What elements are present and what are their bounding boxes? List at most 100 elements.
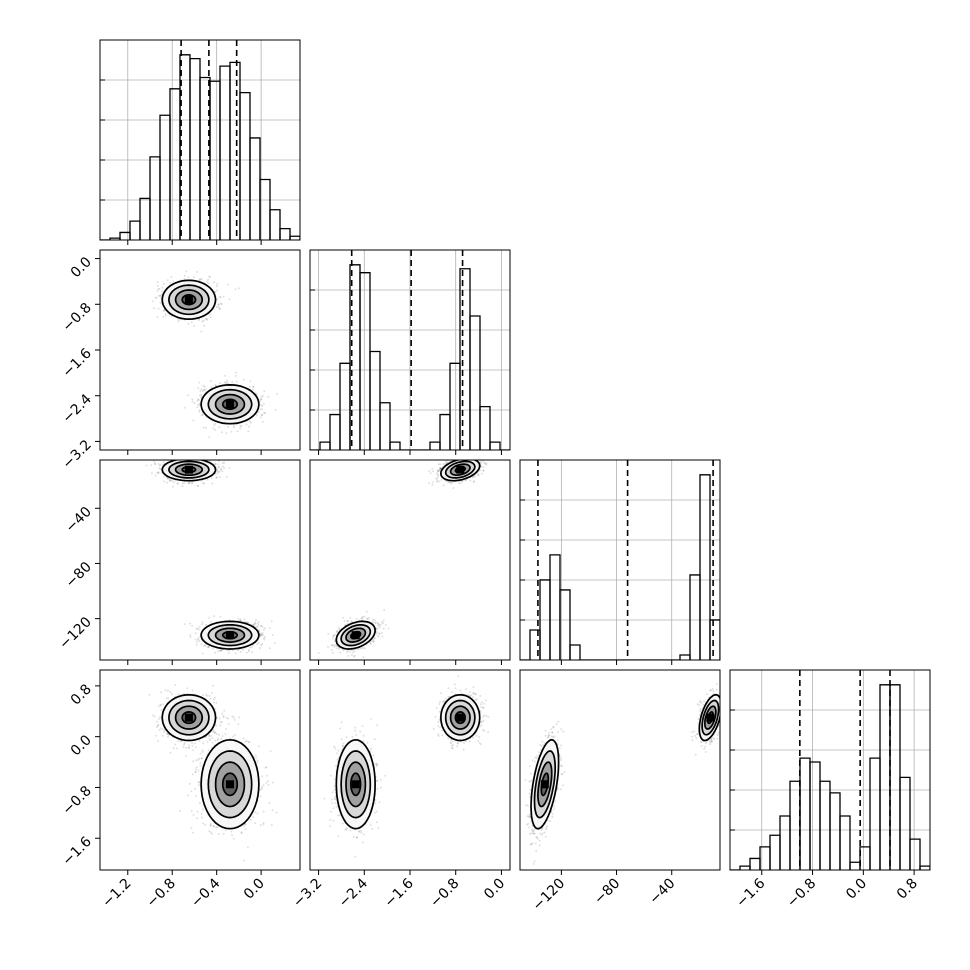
sample-point [257,642,260,644]
sample-point [201,623,204,626]
sample-point [172,457,174,459]
sample-point [223,466,226,469]
sample-point [237,287,240,290]
contour-line [200,620,260,650]
sample-point [169,480,172,482]
sample-point [213,428,216,431]
sample-point [252,623,255,626]
sample-point [240,425,243,428]
sample-point [206,280,209,283]
sample-point [457,457,459,459]
sample-point [204,388,207,391]
sample-point [208,645,211,648]
sample-point [436,469,439,472]
sample-point [210,380,212,382]
sample-point [261,414,264,416]
histogram-bar [279,228,291,240]
sample-point [432,470,435,473]
sample-point [194,638,197,641]
sample-point [334,644,337,647]
histogram-bar [369,350,381,450]
sample-point [333,633,336,636]
sample-point [255,414,258,417]
sample-point [383,609,386,611]
sample-point [263,637,265,640]
sample-point [435,472,438,475]
sample-point [183,274,186,277]
sample-point [189,622,191,625]
sample-point [176,482,179,485]
sample-point [223,461,226,464]
sample-point [482,465,485,468]
sample-point [154,474,157,477]
sample-point [169,456,171,458]
sample-point [207,646,210,649]
sample-point [466,456,468,458]
sample-point [251,644,254,647]
histogram-bar [439,413,451,450]
sample-point [150,472,153,475]
sample-point [260,632,263,635]
sample-point [168,479,171,482]
sample-point [209,316,212,319]
sample-point [207,454,209,456]
sample-point [196,641,199,644]
sample-point [442,484,445,487]
panel-frame [99,39,301,241]
sample-point [207,282,210,285]
sample-point [177,457,179,459]
sample-point [205,317,208,320]
sample-point [202,426,205,429]
sample-point [197,638,200,641]
sample-point [369,641,372,644]
sample-point [256,643,259,646]
sample-point [201,413,204,416]
sample-point [339,651,342,654]
sample-point [202,457,204,459]
sample-point [259,398,262,401]
sample-point [154,463,157,465]
sample-point [236,430,239,433]
sample-point [372,641,375,643]
sample-point [206,318,209,321]
sample-point [260,644,262,647]
sample-point [228,298,231,301]
sample-point [214,422,217,425]
density-peak [184,295,193,304]
sample-point [331,644,334,647]
sample-point [437,475,440,478]
sample-point [263,635,266,638]
sample-point [213,615,215,618]
sample-point [228,649,231,652]
sample-point [197,485,200,487]
sample-point [166,279,169,282]
sample-point [215,476,218,479]
sample-point [239,618,242,621]
density-peak [226,631,234,640]
histogram-bar [239,91,251,240]
sample-point [223,456,225,458]
panel-content [317,456,488,659]
sample-point [447,481,449,484]
sample-point [152,307,155,310]
sample-point [438,480,441,483]
sample-point [205,426,208,429]
sample-point [156,289,159,292]
sample-point [217,303,220,306]
sample-point [445,480,448,483]
sample-point [260,624,263,627]
sample-point [163,475,165,478]
sample-point [221,462,224,465]
contour-line [168,284,210,316]
y-tick-label: −1.6 [59,345,94,380]
sample-point [171,485,174,488]
sample-point [200,414,203,417]
contour-line [207,388,253,420]
sample-point [157,307,160,310]
sample-point [175,455,177,457]
sample-point [228,466,231,469]
sample-point [219,302,222,305]
histogram-bar [319,441,331,450]
sample-point [257,410,260,413]
